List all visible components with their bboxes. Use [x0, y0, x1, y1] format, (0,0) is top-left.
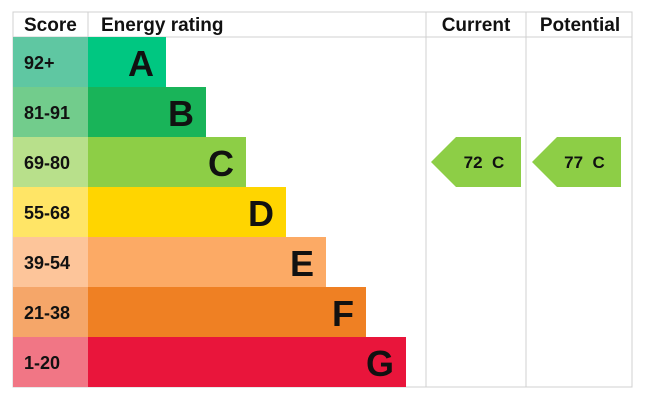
score-range: 92+: [24, 53, 55, 73]
score-range: 21-38: [24, 303, 70, 323]
score-cell: [13, 37, 88, 87]
band-bar-d: [88, 187, 286, 237]
current-rating-label: 72 C: [464, 153, 505, 172]
score-range: 81-91: [24, 103, 70, 123]
band-letter: C: [208, 143, 234, 184]
potential-rating-arrow: [532, 137, 621, 187]
band-letter: D: [248, 193, 274, 234]
score-cell: [13, 287, 88, 337]
band-bar-b: [88, 87, 206, 137]
score-cell: [13, 337, 88, 387]
score-cell: [13, 187, 88, 237]
band-bar-e: [88, 237, 326, 287]
potential-rating-label: 77 C: [564, 153, 605, 172]
header-energy-rating: Energy rating: [101, 15, 223, 36]
header-score: Score: [24, 15, 77, 36]
band-bar-g: [88, 337, 406, 387]
score-range: 55-68: [24, 203, 70, 223]
band-letter: A: [128, 43, 154, 84]
header-current: Current: [442, 15, 511, 36]
header-potential: Potential: [540, 15, 620, 36]
score-cell: [13, 87, 88, 137]
score-range: 1-20: [24, 353, 60, 373]
band-letter: G: [366, 343, 394, 384]
score-cell: [13, 237, 88, 287]
current-rating-arrow: [431, 137, 521, 187]
score-cell: [13, 137, 88, 187]
band-letter: E: [290, 243, 314, 284]
band-letter: B: [168, 93, 194, 134]
score-range: 69-80: [24, 153, 70, 173]
score-range: 39-54: [24, 253, 70, 273]
band-letter: F: [332, 293, 354, 334]
band-bar-c: [88, 137, 246, 187]
band-bar-a: [88, 37, 166, 87]
band-bar-f: [88, 287, 366, 337]
